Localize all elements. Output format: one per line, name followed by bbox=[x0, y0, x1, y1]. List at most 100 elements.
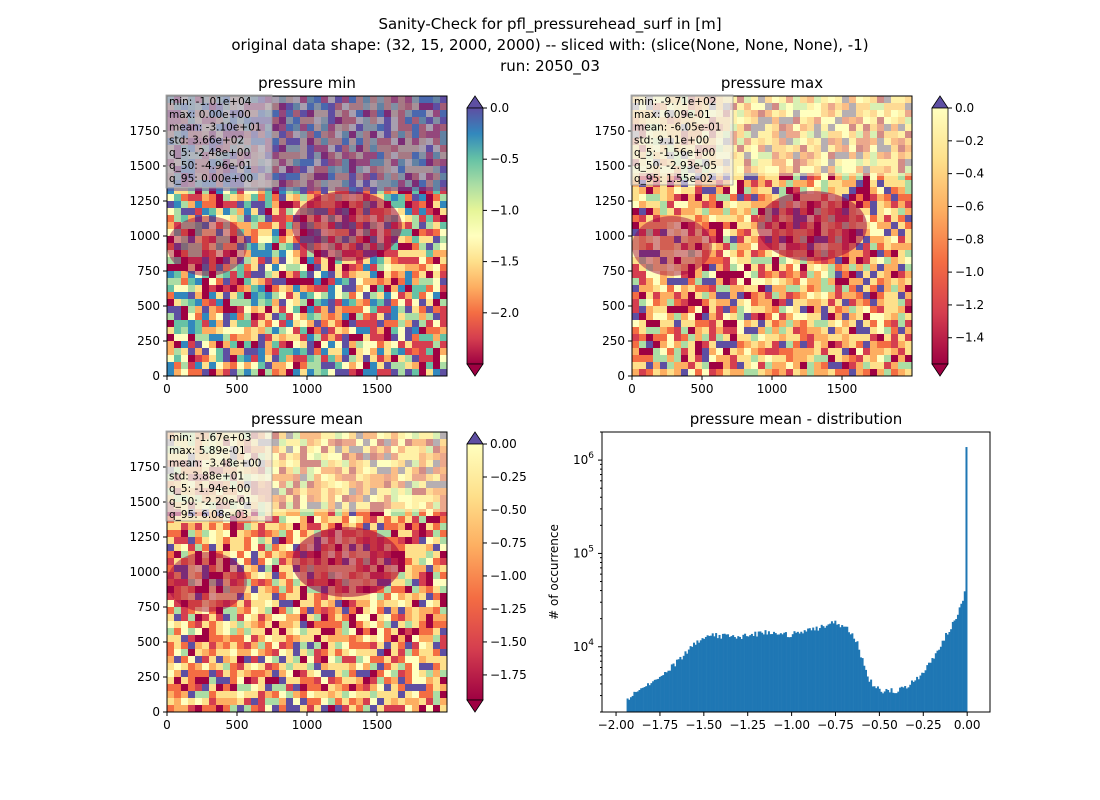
heatmap-cell bbox=[167, 698, 174, 705]
heatmap-cell bbox=[335, 614, 342, 621]
heatmap-cell bbox=[377, 705, 384, 712]
heatmap-cell bbox=[335, 355, 342, 362]
heatmap-cell bbox=[174, 586, 181, 593]
heatmap-cell bbox=[440, 250, 447, 257]
heatmap-cell bbox=[356, 341, 363, 348]
heatmap-cell bbox=[216, 537, 223, 544]
heatmap-cell bbox=[905, 278, 912, 285]
heatmap-cell bbox=[440, 551, 447, 558]
heatmap-cell bbox=[419, 229, 426, 236]
heatmap-cell bbox=[653, 215, 660, 222]
heatmap-cell bbox=[272, 516, 279, 523]
heatmap-cell bbox=[398, 292, 405, 299]
heatmap-cell bbox=[349, 698, 356, 705]
heatmap-cell bbox=[349, 278, 356, 285]
heatmap-cell bbox=[716, 355, 723, 362]
heatmap-cell bbox=[639, 222, 646, 229]
heatmap-cell bbox=[209, 635, 216, 642]
heatmap-cell bbox=[870, 187, 877, 194]
histogram-bar bbox=[647, 683, 650, 712]
heatmap-cell bbox=[398, 649, 405, 656]
heatmap-cell bbox=[716, 236, 723, 243]
heatmap-cell bbox=[342, 663, 349, 670]
heatmap-cell bbox=[279, 656, 286, 663]
heatmap-cell bbox=[632, 215, 639, 222]
heatmap-cell bbox=[412, 670, 419, 677]
heatmap-cell bbox=[870, 173, 877, 180]
heatmap-cell bbox=[167, 299, 174, 306]
heatmap-cell bbox=[674, 194, 681, 201]
heatmap-cell bbox=[293, 677, 300, 684]
heatmap-cell bbox=[870, 208, 877, 215]
heatmap-cell bbox=[384, 635, 391, 642]
stats-line: q_5: -2.48e+00 bbox=[169, 147, 250, 159]
heatmap-cell bbox=[244, 229, 251, 236]
heatmap-cell bbox=[265, 271, 272, 278]
heatmap-cell bbox=[370, 593, 377, 600]
heatmap-cell bbox=[779, 341, 786, 348]
heatmap-cell bbox=[723, 341, 730, 348]
heatmap-cell bbox=[723, 194, 730, 201]
heatmap-cell bbox=[877, 271, 884, 278]
heatmap-cell bbox=[223, 201, 230, 208]
heatmap-cell bbox=[384, 348, 391, 355]
heatmap-cell bbox=[265, 530, 272, 537]
heatmap-cell bbox=[230, 684, 237, 691]
heatmap-cell bbox=[230, 544, 237, 551]
heatmap-cell bbox=[237, 628, 244, 635]
heatmap-cell bbox=[335, 334, 342, 341]
heatmap-cell bbox=[251, 250, 258, 257]
heatmap-cell bbox=[321, 705, 328, 712]
heatmap-cell bbox=[167, 264, 174, 271]
heatmap-cell bbox=[174, 341, 181, 348]
heatmap-cell bbox=[856, 334, 863, 341]
heatmap-cell bbox=[412, 565, 419, 572]
heatmap-cell bbox=[426, 523, 433, 530]
heatmap-cell bbox=[370, 348, 377, 355]
heatmap-cell bbox=[230, 320, 237, 327]
heatmap-cell bbox=[300, 292, 307, 299]
heatmap-cell bbox=[279, 537, 286, 544]
histogram-bar bbox=[645, 686, 648, 712]
heatmap-cell bbox=[398, 614, 405, 621]
heatmap-cell bbox=[419, 264, 426, 271]
heatmap-cell bbox=[209, 621, 216, 628]
heatmap-cell bbox=[356, 264, 363, 271]
heatmap-cell bbox=[244, 572, 251, 579]
heatmap-cell bbox=[174, 698, 181, 705]
heatmap-cell bbox=[237, 600, 244, 607]
heatmap-cell bbox=[258, 600, 265, 607]
heatmap-cell bbox=[286, 600, 293, 607]
heatmap-cell bbox=[744, 264, 751, 271]
heatmap-cell bbox=[202, 579, 209, 586]
heatmap-cell bbox=[342, 509, 349, 516]
heatmap-cell bbox=[258, 593, 265, 600]
heatmap-cell bbox=[744, 348, 751, 355]
heatmap-cell bbox=[195, 348, 202, 355]
heatmap-cell bbox=[384, 362, 391, 369]
heatmap-cell bbox=[328, 369, 335, 376]
colorbar-extend-bottom bbox=[466, 363, 484, 377]
heatmap-cell bbox=[433, 537, 440, 544]
heatmap-cell bbox=[300, 642, 307, 649]
heatmap-cell bbox=[314, 628, 321, 635]
heatmap-cell bbox=[335, 299, 342, 306]
heatmap-cell bbox=[433, 684, 440, 691]
heatmap-cell bbox=[723, 250, 730, 257]
heatmap-cell bbox=[412, 215, 419, 222]
heatmap-cell bbox=[363, 327, 370, 334]
heatmap-cell bbox=[258, 215, 265, 222]
heatmap-cell bbox=[695, 271, 702, 278]
panel-distribution: pressure mean - distribution −2.00 −1.75−… bbox=[547, 410, 991, 732]
heatmap-cell bbox=[384, 355, 391, 362]
heatmap-cell bbox=[419, 621, 426, 628]
stats-line: q_50: -2.20e-01 bbox=[169, 496, 252, 508]
heatmap-cell bbox=[181, 691, 188, 698]
heatmap-cell bbox=[856, 362, 863, 369]
heatmap-cell bbox=[188, 523, 195, 530]
heatmap-cell bbox=[398, 194, 405, 201]
heatmap-cell bbox=[258, 607, 265, 614]
heatmap-cell bbox=[384, 257, 391, 264]
heatmap-cell bbox=[202, 194, 209, 201]
heatmap-cell bbox=[412, 320, 419, 327]
